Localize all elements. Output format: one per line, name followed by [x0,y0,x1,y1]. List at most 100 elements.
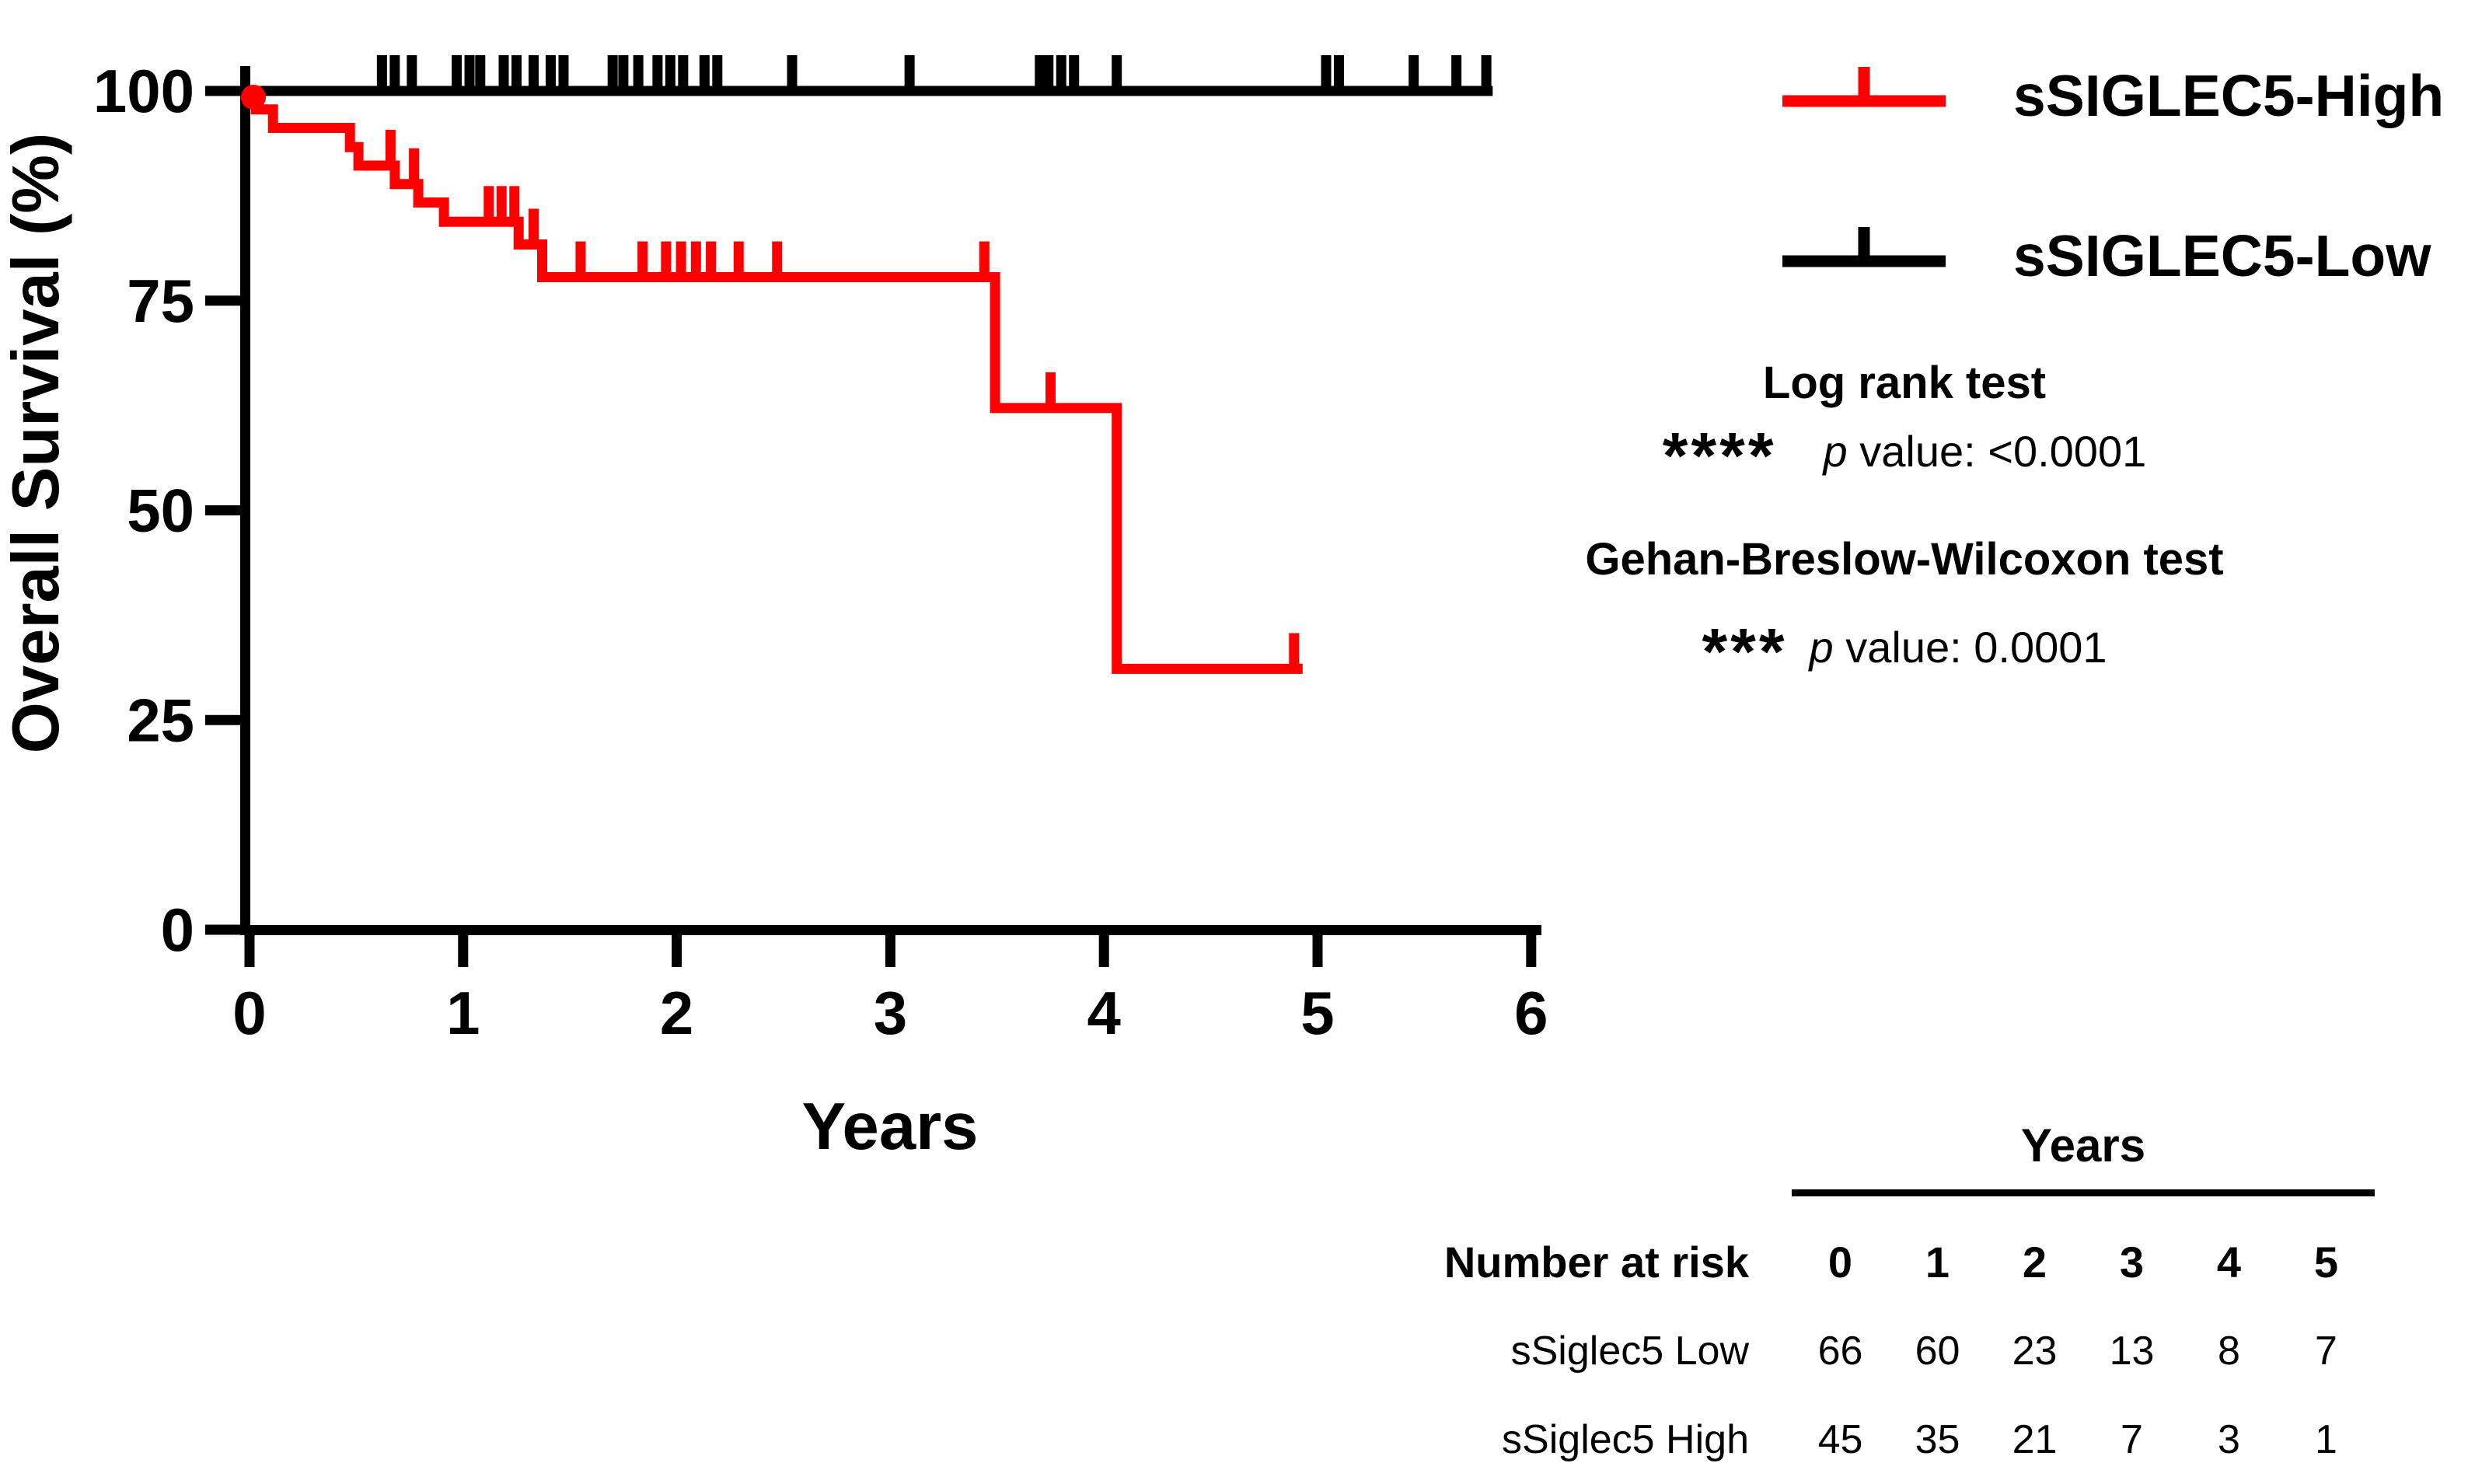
censor-tick [1035,55,1045,91]
risk-value: 45 [1817,1417,1863,1462]
censor-tick [558,55,569,91]
x-tick-label: 1 [446,979,480,1047]
risk-value: 21 [2012,1417,2058,1462]
censor-tick [690,241,701,278]
logrank-pvalue: **** p value: <0.0001 [1547,421,2262,488]
risk-table: Years Number at risk 0 1 2 3 4 5 sSiglec… [1283,1110,2375,1484]
censor-tick [904,55,915,91]
curve-start-dot [241,85,266,110]
x-tick-label: 3 [874,979,907,1047]
risk-value: 7 [2121,1417,2143,1462]
risk-col-header: 5 [2313,1238,2339,1287]
risk-col-header: 1 [1925,1238,1950,1287]
survival-curve-high [250,86,1303,674]
y-tick-label: 50 [127,477,194,545]
censor-tick [706,241,717,278]
risk-value: 23 [2012,1329,2058,1374]
risk-table-years-header: Years [2020,1119,2146,1171]
y-tick [205,714,240,725]
y-tick [205,295,240,306]
gehan-p-symbol: p [1809,623,1834,672]
risk-col-header: 3 [2119,1238,2145,1287]
high-series-line-icon [1782,67,1946,107]
censor-tick [509,186,520,222]
low-series-line-icon [1782,227,1946,267]
y-tick-label: 0 [161,896,194,964]
x-tick [1526,930,1537,967]
x-tick-label: 5 [1300,979,1334,1047]
risk-value: 8 [2218,1329,2240,1374]
risk-col-header: 4 [2216,1238,2242,1287]
risk-col-header: 0 [1827,1238,1853,1287]
risk-value: 1 [2315,1417,2337,1462]
censor-tick [389,55,400,91]
censor-tick [979,241,990,278]
legend-label-high: sSIGLEC5-High [2013,63,2445,128]
censor-tick [483,186,494,222]
censor-tick [376,55,387,91]
y-tick [205,86,240,96]
censor-tick [545,55,556,91]
censor-tick [678,55,689,91]
y-tick [205,505,240,515]
censor-tick [633,55,644,91]
censor-tick [498,55,509,91]
censor-tick [528,55,539,91]
censor-tick [772,241,783,278]
logrank-p-symbol: p [1823,427,1848,476]
censor-tick [1069,55,1080,91]
censor-tick [1112,55,1122,91]
legend-label-low: sSIGLEC5-Low [2013,223,2431,288]
x-tick-label: 2 [660,979,693,1047]
y-tick-label: 75 [127,267,194,335]
censor-tick [787,55,798,91]
gehan-title: Gehan-Breslow-Wilcoxon test [1585,534,2224,585]
censor-tick [464,55,475,91]
censor-tick [452,55,463,91]
censor-tick [575,241,586,278]
censor-tick [637,241,648,278]
y-tick [205,924,240,935]
y-tick-label: 100 [93,57,194,125]
x-tick [672,930,682,967]
censor-tick [675,241,686,278]
censor-tick [1451,55,1462,91]
censor-tick [712,55,723,91]
x-tick [458,930,469,967]
censor-tick [1289,633,1300,669]
legend-item-low: sSIGLEC5-Low [1776,209,2431,302]
censor-tick [385,130,396,166]
logrank-title: Log rank test [1762,358,2047,408]
y-axis-line [240,66,250,935]
x-tick [1312,930,1323,967]
censor-tick [1321,55,1332,91]
censor-tick [699,55,710,91]
x-tick-label: 4 [1087,979,1121,1047]
x-axis-title: Years [802,1090,979,1164]
censor-tick [511,55,522,91]
censor-tick [528,208,539,245]
x-tick [885,930,895,967]
censor-tick [665,55,675,91]
gehan-stars: *** [1702,615,1788,689]
censor-tick [1333,55,1344,91]
logrank-stars: **** [1662,419,1777,493]
censor-tick [475,55,486,91]
risk-value: 7 [2315,1329,2337,1374]
y-axis-title: Overall Survival (%) [0,133,73,753]
risk-col-header: 2 [2022,1238,2047,1287]
censor-tick [496,186,507,222]
risk-value: 60 [1915,1329,1960,1374]
x-tick-label: 0 [232,979,266,1047]
censor-tick [409,148,420,184]
censor-tick [1409,55,1419,91]
y-tick-label: 25 [127,686,194,754]
risk-table-rule [1792,1189,2375,1196]
risk-value: 3 [2218,1417,2240,1462]
risk-row-label-low: sSiglec5 Low [1510,1329,1749,1374]
gehan-p-text: value: 0.0001 [1845,623,2107,672]
censor-tick [407,55,417,91]
x-tick [244,930,255,967]
